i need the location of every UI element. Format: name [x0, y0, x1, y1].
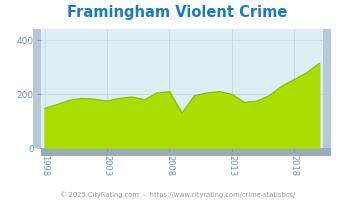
Text: Framingham Violent Crime: Framingham Violent Crime	[67, 5, 288, 20]
Text: © 2025 CityRating.com  -  https://www.cityrating.com/crime-statistics/: © 2025 CityRating.com - https://www.city…	[60, 191, 295, 198]
